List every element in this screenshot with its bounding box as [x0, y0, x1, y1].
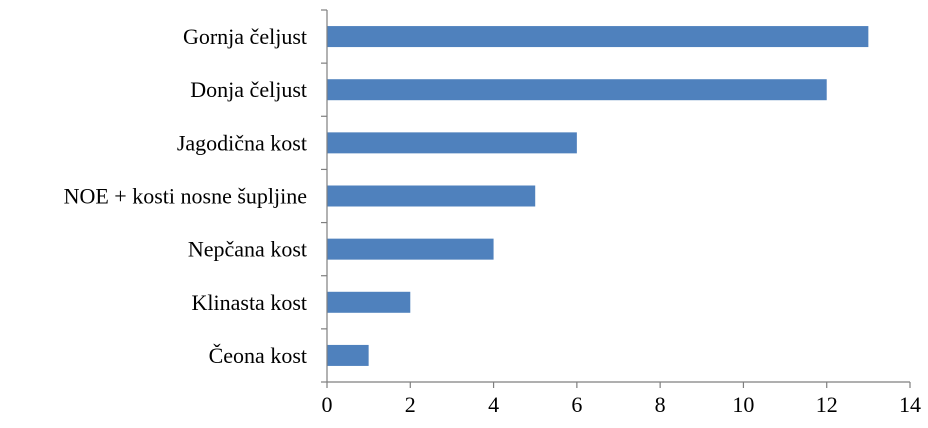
category-labels: Gornja čeljust Donja čeljust Jagodična kos… [64, 24, 307, 368]
bar-ceona-kost [327, 344, 369, 366]
bar-jagodicna-kost [327, 132, 577, 154]
x-tick-label-6: 6 [571, 392, 582, 417]
bar-nepcana-kost [327, 238, 494, 260]
bar-klinasta-kost [327, 291, 411, 313]
bar-gornja-celjust [327, 26, 869, 48]
x-tick-label-10: 10 [732, 392, 754, 417]
category-label-ceona-kost: Čeona kost [209, 343, 307, 368]
x-tick-label-12: 12 [816, 392, 838, 417]
category-label-donja-celjust: Donja čeljust [190, 77, 307, 102]
bar-noe-kosti-nosne-supljine [327, 185, 536, 207]
x-tick-label-14: 14 [899, 392, 921, 417]
category-label-noe-kosti-nosne-supljine: NOE + kosti nosne šupljine [64, 184, 307, 209]
x-tick-label-8: 8 [655, 392, 666, 417]
x-tick-label-4: 4 [488, 392, 499, 417]
bar-donja-celjust [327, 79, 827, 101]
category-label-nepcana-kost: Nepčana kost [188, 237, 307, 262]
x-tick-label-0: 0 [322, 392, 333, 417]
x-tick-label-2: 2 [405, 392, 416, 417]
category-label-jagodicna-kost: Jagodična kost [177, 130, 307, 155]
x-axis-ticks [326, 382, 911, 388]
bars-group [327, 26, 869, 366]
category-label-klinasta-kost: Klinasta kost [192, 290, 308, 315]
x-tick-labels: 0 2 4 6 8 10 12 14 [322, 392, 922, 417]
y-axis-ticks [321, 9, 327, 383]
category-label-gornja-celjust: Gornja čeljust [183, 24, 307, 49]
